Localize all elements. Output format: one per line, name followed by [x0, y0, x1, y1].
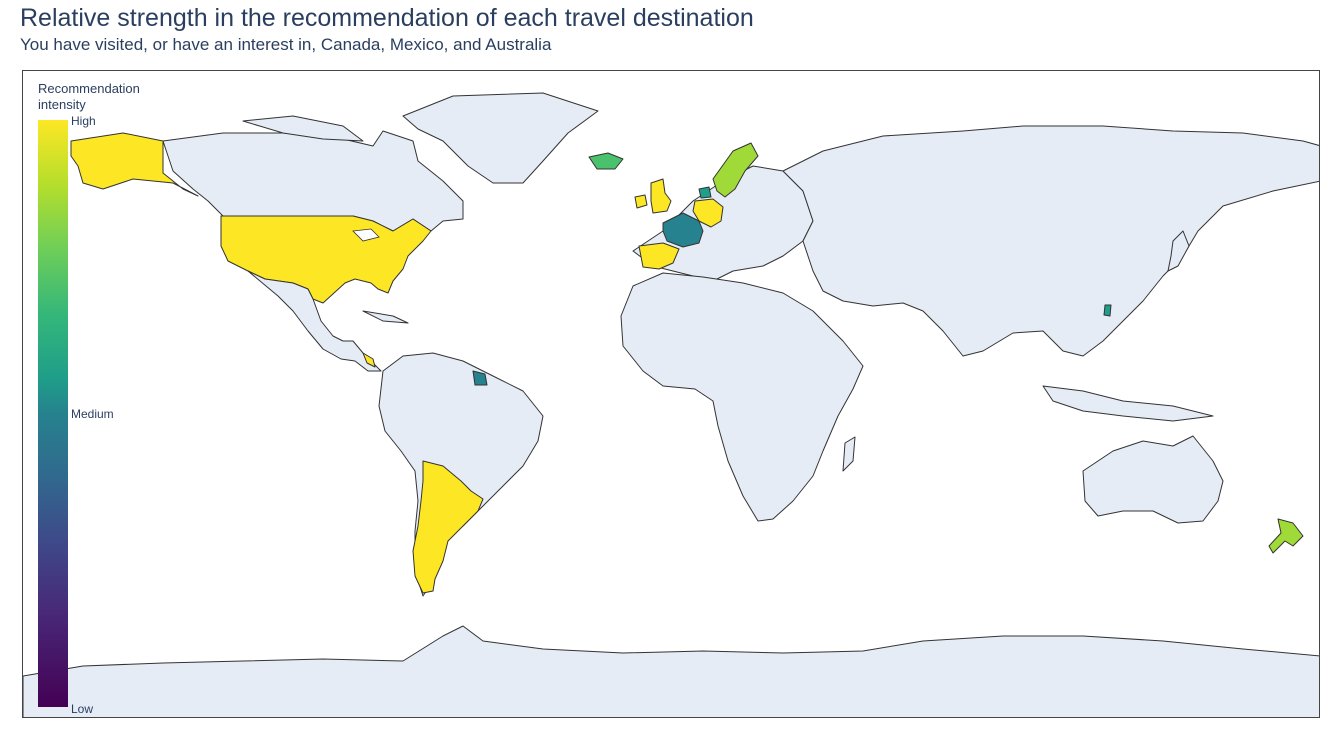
cuba[interactable] [362, 310, 409, 324]
chart-title: Relative strength in the recommendation … [20, 4, 754, 32]
japan[interactable] [1167, 230, 1190, 272]
africa[interactable] [620, 272, 864, 522]
taiwan[interactable] [1103, 304, 1112, 317]
world-map[interactable] [22, 70, 1320, 718]
argentina[interactable] [412, 460, 484, 594]
asia[interactable] [782, 125, 1320, 357]
iceland[interactable] [588, 152, 624, 170]
germany[interactable] [692, 198, 724, 228]
chart-subtitle: You have visited, or have an interest in… [20, 35, 552, 54]
denmark[interactable] [698, 186, 712, 199]
arctic-islands[interactable] [242, 115, 364, 142]
united-kingdom[interactable] [650, 178, 672, 214]
greenland[interactable] [402, 92, 599, 184]
canada[interactable] [162, 130, 464, 232]
new-zealand[interactable] [1268, 518, 1304, 554]
spain[interactable] [638, 242, 680, 270]
south-america[interactable] [378, 352, 544, 597]
ireland[interactable] [634, 194, 648, 209]
colorbar-tick-medium: Medium [71, 407, 114, 421]
great-lakes [352, 228, 380, 242]
madagascar[interactable] [842, 436, 856, 472]
sweden[interactable] [712, 142, 759, 198]
australia[interactable] [1082, 435, 1224, 524]
antarctica[interactable] [23, 625, 1320, 718]
colorbar-title: Recommendation intensity [38, 81, 140, 112]
french-guiana[interactable] [472, 370, 488, 386]
colorbar [38, 120, 68, 707]
usa[interactable] [220, 215, 432, 304]
france[interactable] [662, 212, 704, 248]
alaska[interactable] [70, 132, 199, 197]
indonesia[interactable] [1042, 385, 1214, 422]
costa-rica[interactable] [362, 352, 376, 368]
colorbar-tick-low: Low [71, 702, 94, 716]
colorbar-tick-high: High [71, 114, 96, 128]
map-svg [23, 92, 1320, 718]
